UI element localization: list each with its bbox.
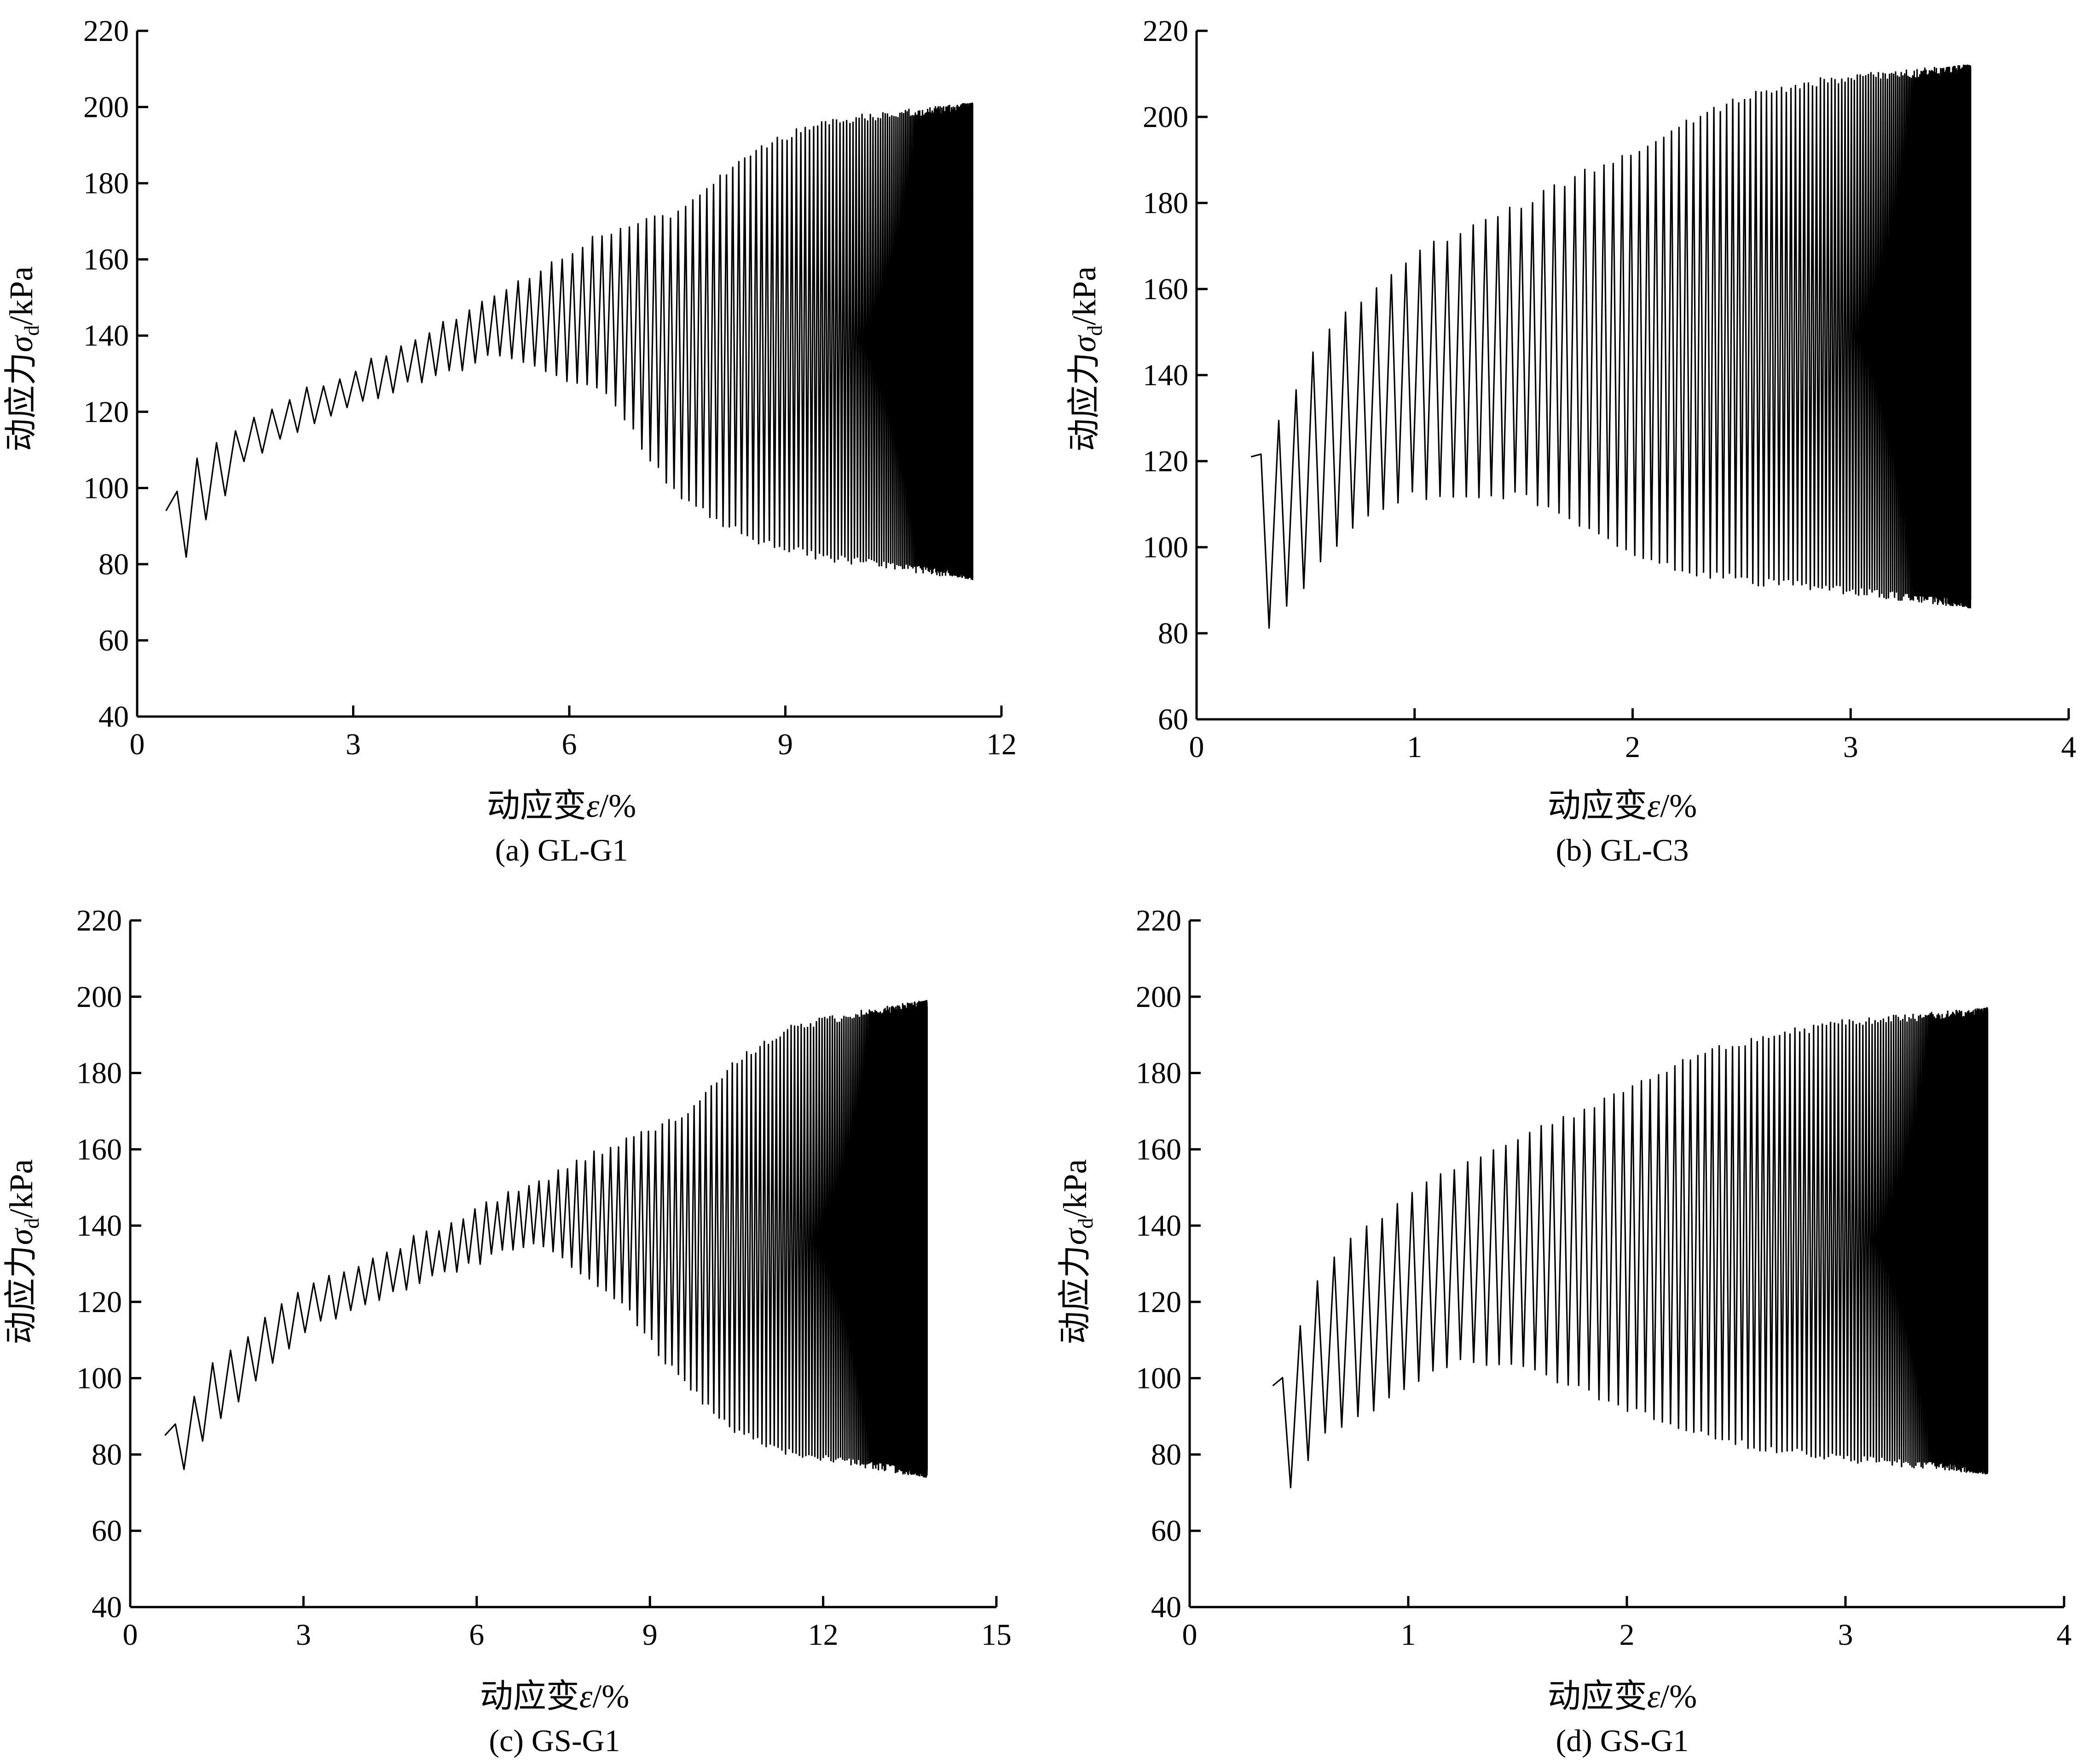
panel-d: 40 60 80 100 120 140 160 180 200 220 0 1 2 3 4 动应力σd/k… xyxy=(1057,904,2072,1758)
x-tick-label: 1 xyxy=(1401,1618,1416,1652)
y-tick-label: 80 xyxy=(1151,1438,1181,1471)
x-tick-label: 0 xyxy=(1189,730,1204,764)
y-tick-label: 40 xyxy=(92,1590,122,1624)
y-tick-label: 200 xyxy=(1136,980,1181,1014)
y-tick-label: 220 xyxy=(1143,14,1188,48)
x-tick-label: 4 xyxy=(2061,730,2076,764)
y-tick-label: 180 xyxy=(1143,186,1188,220)
y-tick-label: 80 xyxy=(92,1438,122,1471)
y-tick-label: 200 xyxy=(1143,100,1188,134)
y-axis-title: 动应力σd/kPa xyxy=(3,1159,43,1345)
y-axis-title: 动应力σd/kPa xyxy=(3,266,43,452)
y-tick-label: 60 xyxy=(1151,1514,1181,1548)
x-tick-label: 15 xyxy=(981,1618,1012,1652)
y-tick-label: 160 xyxy=(1143,272,1188,306)
y-tick-label: 220 xyxy=(76,904,122,937)
plot-area: 40 60 80 100 120 140 160 180 200 220 0 1 2 3 4 xyxy=(1136,904,2072,1652)
x-tick-label: 0 xyxy=(123,1618,138,1652)
x-tick-label: 3 xyxy=(296,1618,311,1652)
series-line xyxy=(1250,64,1972,629)
series-line xyxy=(1272,1007,1989,1488)
series-line xyxy=(165,102,973,580)
y-tick-label: 100 xyxy=(83,471,129,505)
x-tick-label: 9 xyxy=(778,728,793,761)
y-tick-label: 60 xyxy=(98,624,129,657)
x-tick-label: 2 xyxy=(1620,1618,1635,1652)
panel-b: 60 80 100 120 140 160 180 200 220 0 1 2 3 4 动应力σd/kPa… xyxy=(1066,14,2076,868)
x-axis-title: 动应变ε/% xyxy=(480,1678,629,1715)
x-tick-label: 0 xyxy=(130,728,145,761)
x-axis-title: 动应变ε/% xyxy=(487,787,636,824)
plot-area: 60 80 100 120 140 160 180 200 220 0 1 2 3 4 xyxy=(1143,14,2076,764)
x-tick-label: 6 xyxy=(562,728,577,761)
y-tick-label: 180 xyxy=(83,167,129,200)
x-axis-title: 动应变ε/% xyxy=(1548,787,1697,824)
x-tick-label: 9 xyxy=(642,1618,658,1652)
y-tick-label: 140 xyxy=(83,319,129,353)
y-tick-label: 140 xyxy=(76,1209,122,1243)
panel-c: 40 60 80 100 120 140 160 180 200 220 0 3 6 9 12 15 动应力σ… xyxy=(3,904,1012,1758)
x-tick-label: 3 xyxy=(346,728,361,761)
y-tick-label: 200 xyxy=(76,980,122,1014)
y-tick-label: 100 xyxy=(1136,1362,1181,1395)
y-tick-label: 220 xyxy=(83,14,129,48)
x-tick-label: 2 xyxy=(1625,730,1640,764)
series-line xyxy=(164,1000,928,1478)
y-tick-label: 220 xyxy=(1136,904,1181,937)
panel-caption: (b) GL-C3 xyxy=(1556,833,1689,868)
y-tick-label: 180 xyxy=(76,1057,122,1090)
y-tick-label: 40 xyxy=(1151,1590,1181,1624)
y-tick-label: 160 xyxy=(76,1133,122,1166)
y-tick-label: 180 xyxy=(1136,1057,1181,1090)
panel-a: 40 60 80 100 120 140 160 180 200 220 0 3 6 9 12 动应力σd/… xyxy=(3,14,1017,868)
panel-caption: (c) GS-G1 xyxy=(489,1723,620,1758)
y-tick-label: 100 xyxy=(1143,531,1188,564)
y-tick-label: 60 xyxy=(92,1514,122,1548)
x-tick-label: 6 xyxy=(469,1618,484,1652)
y-tick-label: 200 xyxy=(83,91,129,124)
x-tick-label: 3 xyxy=(1838,1618,1853,1652)
y-tick-label: 60 xyxy=(1158,703,1188,736)
x-axis-title: 动应变ε/% xyxy=(1548,1678,1697,1715)
y-tick-label: 120 xyxy=(83,395,129,429)
y-tick-label: 100 xyxy=(76,1362,122,1395)
y-tick-label: 40 xyxy=(98,700,129,734)
y-tick-label: 120 xyxy=(1136,1285,1181,1319)
y-axis-title: 动应力σd/kPa xyxy=(1066,266,1106,452)
y-tick-label: 80 xyxy=(1158,617,1188,650)
y-axis-title: 动应力σd/kPa xyxy=(1057,1159,1097,1345)
y-tick-label: 140 xyxy=(1136,1209,1181,1243)
x-tick-label: 3 xyxy=(1843,730,1858,764)
x-tick-label: 0 xyxy=(1182,1618,1197,1652)
plot-area: 40 60 80 100 120 140 160 180 200 220 0 3 6 9 12 15 xyxy=(76,904,1012,1652)
x-tick-label: 1 xyxy=(1407,730,1422,764)
x-tick-label: 12 xyxy=(808,1618,839,1652)
panel-caption: (a) GL-G1 xyxy=(495,833,628,868)
y-tick-label: 140 xyxy=(1143,359,1188,392)
y-tick-label: 120 xyxy=(76,1285,122,1319)
y-tick-label: 160 xyxy=(83,243,129,277)
y-tick-label: 120 xyxy=(1143,445,1188,478)
y-tick-label: 80 xyxy=(98,548,129,581)
y-tick-label: 160 xyxy=(1136,1133,1181,1166)
x-tick-label: 12 xyxy=(986,728,1017,761)
plot-area: 40 60 80 100 120 140 160 180 200 220 0 3 6 9 12 xyxy=(83,14,1017,761)
x-tick-label: 4 xyxy=(2057,1618,2072,1652)
panel-caption: (d) GS-G1 xyxy=(1556,1723,1689,1758)
